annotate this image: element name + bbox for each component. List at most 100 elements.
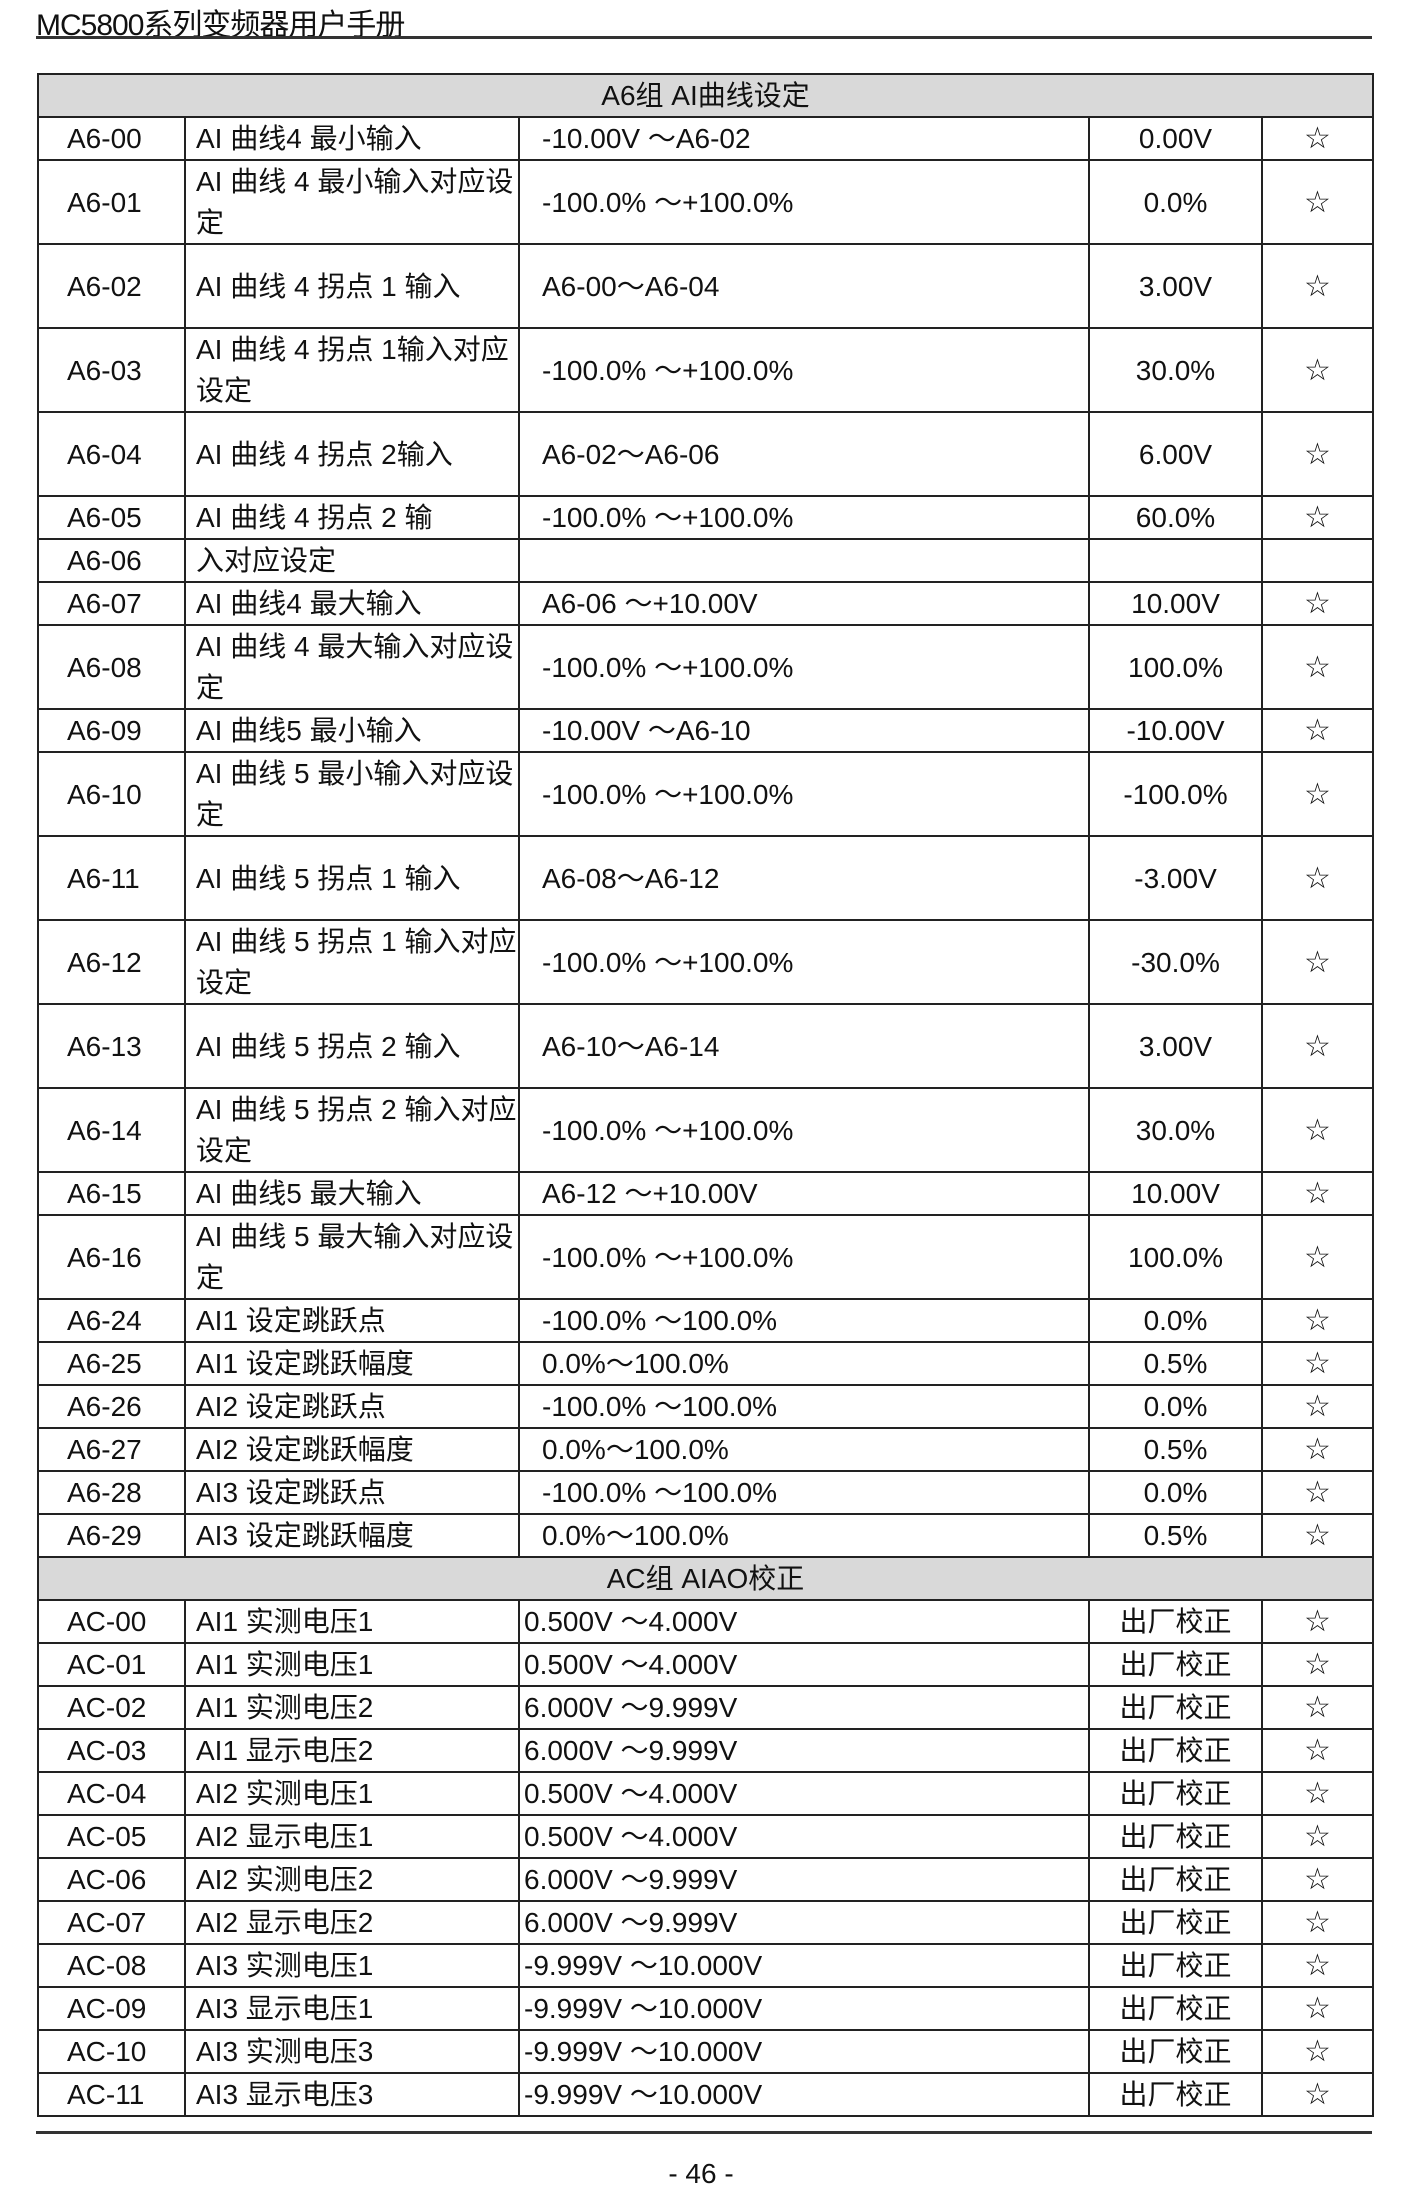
table-row: A6-08 AI 曲线 4 最大输入对应设定 -100.0% ～+100.0% 100… — [37, 624, 1375, 710]
cell-code: AC-02 — [37, 1685, 186, 1730]
cell-default: 100.0% — [1088, 624, 1263, 710]
star-icon: ☆ — [1260, 1214, 1375, 1300]
cell-default: 3.00V — [1088, 1003, 1263, 1089]
cell-name: AI1 设定跳跃点 — [184, 1298, 520, 1343]
cell-code: AC-10 — [37, 2029, 186, 2074]
cell-default: 0.5% — [1088, 1513, 1263, 1558]
cell-name: AI3 设定跳跃幅度 — [184, 1513, 520, 1558]
cell-name: AI1 实测电压1 — [184, 1642, 520, 1687]
header-rule — [36, 36, 1372, 39]
star-icon: ☆ — [1260, 1642, 1375, 1687]
star-icon: ☆ — [1260, 1685, 1375, 1730]
cell-name: AI 曲线5 最大输入 — [184, 1171, 520, 1216]
cell-range: -9.999V ～10.000V — [518, 1943, 1090, 1988]
star-icon: ☆ — [1260, 495, 1375, 540]
star-icon: ☆ — [1260, 624, 1375, 710]
cell-name: AI1 设定跳跃幅度 — [184, 1341, 520, 1386]
cell-range: 0.500V ～4.000V — [518, 1642, 1090, 1687]
cell-range: 0.500V ～4.000V — [518, 1814, 1090, 1859]
cell-name: AI2 实测电压1 — [184, 1771, 520, 1816]
cell-name: AI 曲线 5 拐点 2 输入 — [184, 1003, 520, 1089]
cell-name: AI1 显示电压2 — [184, 1728, 520, 1773]
cell-name: AI 曲线 4 拐点 1输入对应设定 — [184, 327, 520, 413]
table-row: A6-26 AI2 设定跳跃点 -100.0% ～100.0% 0.0% ☆ — [37, 1384, 1375, 1429]
cell-default: 出厂校正 — [1088, 1857, 1263, 1902]
parameter-table: A6组 AI曲线设定 A6-00 AI 曲线4 最小输入 -10.00V ～A6-02… — [36, 73, 1375, 2117]
cell-code: AC-06 — [37, 1857, 186, 1902]
cell-code: A6-10 — [37, 751, 186, 837]
cell-range: 6.000V ～9.999V — [518, 1728, 1090, 1773]
cell-default: 30.0% — [1088, 1087, 1263, 1173]
table-row: A6-11 AI 曲线 5 拐点 1 输入 A6-08～A6-12 -3.00V ☆ — [37, 835, 1375, 921]
cell-default: 出厂校正 — [1088, 1943, 1263, 1988]
table-row: A6-25 AI1 设定跳跃幅度 0.0%～100.0% 0.5% ☆ — [37, 1341, 1375, 1386]
cell-code: AC-05 — [37, 1814, 186, 1859]
cell-default: 10.00V — [1088, 581, 1263, 626]
cell-name: AI 曲线 4 拐点 1 输入 — [184, 243, 520, 329]
table-row: AC-00 AI1 实测电压1 0.500V ～4.000V 出厂校正 ☆ — [37, 1599, 1375, 1644]
cell-default: 0.00V — [1088, 116, 1263, 161]
cell-default: 出厂校正 — [1088, 1814, 1263, 1859]
star-icon: ☆ — [1260, 1341, 1375, 1386]
cell-name: AI 曲线 5 拐点 2 输入对应设定 — [184, 1087, 520, 1173]
cell-default: 0.0% — [1088, 159, 1263, 245]
cell-default: 出厂校正 — [1088, 1771, 1263, 1816]
table-row: AC-08 AI3 实测电压1 -9.999V ～10.000V 出厂校正 ☆ — [37, 1943, 1375, 1988]
cell-code: AC-01 — [37, 1642, 186, 1687]
cell-range: -100.0% ～100.0% — [518, 1470, 1090, 1515]
cell-range: A6-08～A6-12 — [518, 835, 1090, 921]
star-icon: ☆ — [1260, 1771, 1375, 1816]
cell-name: AI2 设定跳跃点 — [184, 1384, 520, 1429]
cell-range: A6-00～A6-04 — [518, 243, 1090, 329]
cell-range: -100.0% ～100.0% — [518, 1298, 1090, 1343]
cell-code: A6-01 — [37, 159, 186, 245]
table-row: A6-16 AI 曲线 5 最大输入对应设定 -100.0% ～+100.0% 100… — [37, 1214, 1375, 1300]
table-row: AC-07 AI2 显示电压2 6.000V ～9.999V 出厂校正 ☆ — [37, 1900, 1375, 1945]
table-row: AC-03 AI1 显示电压2 6.000V ～9.999V 出厂校正 ☆ — [37, 1728, 1375, 1773]
table-row: AC-01 AI1 实测电压1 0.500V ～4.000V 出厂校正 ☆ — [37, 1642, 1375, 1687]
cell-default: 出厂校正 — [1088, 1642, 1263, 1687]
cell-range: -9.999V ～10.000V — [518, 2072, 1090, 2117]
cell-name: AI 曲线 5 拐点 1 输入对应设定 — [184, 919, 520, 1005]
star-icon: ☆ — [1260, 1384, 1375, 1429]
cell-name: AI3 显示电压3 — [184, 2072, 520, 2117]
cell-range: -10.00V ～A6-02 — [518, 116, 1090, 161]
page-number: - 46 - — [668, 2158, 734, 2189]
star-icon: ☆ — [1260, 1857, 1375, 1902]
cell-default: -10.00V — [1088, 708, 1263, 753]
cell-code: AC-00 — [37, 1599, 186, 1644]
cell-range: -100.0% ～100.0% — [518, 1384, 1090, 1429]
star-icon: ☆ — [1260, 159, 1375, 245]
table-row: A6-12 AI 曲线 5 拐点 1 输入对应设定 -100.0% ～+100.0%… — [37, 919, 1375, 1005]
group-title: A6组 AI曲线设定 — [36, 73, 1375, 118]
cell-range: A6-02～A6-06 — [518, 411, 1090, 497]
group-header-row: A6组 AI曲线设定 — [36, 73, 1375, 118]
cell-default: -3.00V — [1088, 835, 1263, 921]
cell-name: AI 曲线4 最大输入 — [184, 581, 520, 626]
star-icon: ☆ — [1260, 243, 1375, 329]
cell-name: AI 曲线 5 最小输入对应设定 — [184, 751, 520, 837]
cell-range: -100.0% ～+100.0% — [518, 159, 1090, 245]
star-icon: ☆ — [1260, 1087, 1375, 1173]
star-icon: ☆ — [1260, 1427, 1375, 1472]
table-row: AC-05 AI2 显示电压1 0.500V ～4.000V 出厂校正 ☆ — [37, 1814, 1375, 1859]
table-row: AC-02 AI1 实测电压2 6.000V ～9.999V 出厂校正 ☆ — [37, 1685, 1375, 1730]
cell-name: AI3 实测电压1 — [184, 1943, 520, 1988]
cell-name: AI 曲线 4 拐点 2 输 — [184, 495, 520, 540]
table-row: A6-09 AI 曲线5 最小输入 -10.00V ～A6-10 -10.00V ☆ — [37, 708, 1375, 753]
cell-code: A6-02 — [37, 243, 186, 329]
cell-code: AC-04 — [37, 1771, 186, 1816]
table-row: A6-13 AI 曲线 5 拐点 2 输入 A6-10～A6-14 3.00V ☆ — [37, 1003, 1375, 1089]
table-row: A6-15 AI 曲线5 最大输入 A6-12 ～+10.00V 10.00V ☆ — [37, 1171, 1375, 1216]
cell-range: 0.0%～100.0% — [518, 1341, 1090, 1386]
cell-code: A6-16 — [37, 1214, 186, 1300]
cell-name: AI 曲线 5 最大输入对应设定 — [184, 1214, 520, 1300]
star-icon: ☆ — [1260, 2072, 1375, 2117]
cell-name: AI 曲线4 最小输入 — [184, 116, 520, 161]
cell-name: AI2 显示电压2 — [184, 1900, 520, 1945]
table-row: A6-02 AI 曲线 4 拐点 1 输入 A6-00～A6-04 3.00V ☆ — [37, 243, 1375, 329]
footer-rule — [36, 2131, 1372, 2134]
cell-name: AI2 设定跳跃幅度 — [184, 1427, 520, 1472]
star-icon: ☆ — [1260, 116, 1375, 161]
star-icon: ☆ — [1260, 919, 1375, 1005]
